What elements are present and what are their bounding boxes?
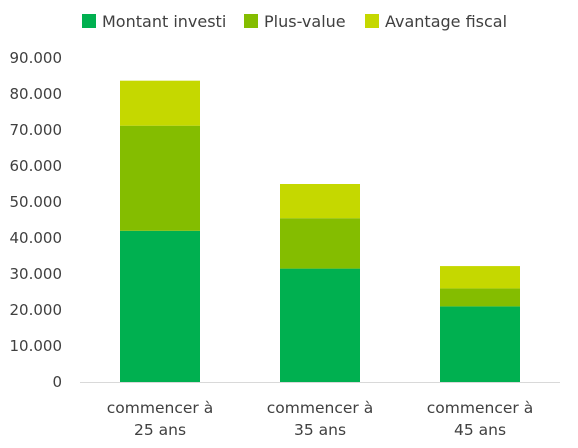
bar-2-series-1 xyxy=(440,288,520,307)
y-tick-label-4: 40.000 xyxy=(10,229,63,247)
legend-label-0: Montant investi xyxy=(102,12,226,31)
x-category-label-0-line-1: 25 ans xyxy=(134,421,186,439)
y-tick-label-3: 30.000 xyxy=(10,265,63,283)
x-category-label-0-line-0: commencer à xyxy=(107,399,213,417)
y-tick-label-7: 70.000 xyxy=(10,121,63,139)
y-tick-label-1: 10.000 xyxy=(10,337,63,355)
bar-2-series-0 xyxy=(440,306,520,382)
legend-swatch-2 xyxy=(365,14,379,28)
x-category-label-1-line-1: 35 ans xyxy=(294,421,346,439)
bar-0-series-1 xyxy=(120,125,200,231)
y-tick-label-6: 60.000 xyxy=(10,157,63,175)
x-category-label-1-line-0: commencer à xyxy=(267,399,373,417)
bar-2-series-2 xyxy=(440,266,520,289)
legend: Montant investi Plus-value Avantage fiscal xyxy=(82,12,507,31)
y-tick-label-0: 0 xyxy=(52,373,62,391)
bar-0-series-2 xyxy=(120,80,200,126)
bars xyxy=(120,80,520,382)
bar-1-series-0 xyxy=(280,268,360,382)
bar-1-series-2 xyxy=(280,184,360,219)
legend-label-1: Plus-value xyxy=(264,12,346,31)
y-tick-label-5: 50.000 xyxy=(10,193,63,211)
x-axis: commencer à 25 ans commencer à 35 ans commen… xyxy=(80,382,560,439)
y-tick-label-8: 80.000 xyxy=(10,85,63,103)
y-axis: 0 10.000 20.000 30.000 40.000 50.000 60.000 70.… xyxy=(10,49,63,391)
legend-swatch-0 xyxy=(82,14,96,28)
y-tick-label-2: 20.000 xyxy=(10,301,63,319)
bar-0-series-0 xyxy=(120,230,200,382)
x-category-label-2-line-0: commencer à xyxy=(427,399,533,417)
bar-1-series-1 xyxy=(280,218,360,269)
y-tick-label-9: 90.000 xyxy=(10,49,63,67)
legend-swatch-1 xyxy=(244,14,258,28)
x-category-label-2-line-1: 45 ans xyxy=(454,421,506,439)
legend-label-2: Avantage fiscal xyxy=(385,12,507,31)
